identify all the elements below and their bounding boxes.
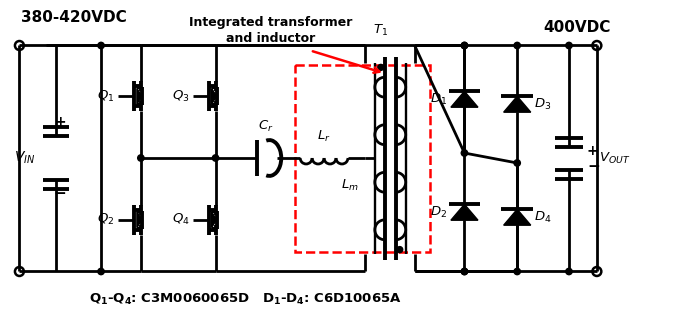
Circle shape xyxy=(461,42,468,49)
Text: $Q_2$: $Q_2$ xyxy=(97,212,115,227)
Circle shape xyxy=(213,155,219,161)
Circle shape xyxy=(461,42,468,49)
Circle shape xyxy=(138,155,144,161)
Text: −: − xyxy=(54,186,67,201)
Circle shape xyxy=(98,268,104,275)
Polygon shape xyxy=(504,96,531,112)
Circle shape xyxy=(461,268,468,275)
Circle shape xyxy=(378,64,384,70)
Polygon shape xyxy=(451,204,478,220)
Text: $Q_4$: $Q_4$ xyxy=(172,212,190,227)
Text: $V_{OUT}$: $V_{OUT}$ xyxy=(599,151,630,166)
Text: −: − xyxy=(587,159,599,174)
Text: 400VDC: 400VDC xyxy=(543,20,611,35)
Polygon shape xyxy=(504,209,531,225)
Text: Integrated transformer: Integrated transformer xyxy=(188,16,352,29)
Text: 380-420VDC: 380-420VDC xyxy=(22,10,127,25)
Text: $D_1$: $D_1$ xyxy=(430,92,447,107)
Polygon shape xyxy=(451,91,478,107)
Text: $C_r$: $C_r$ xyxy=(258,119,273,134)
Circle shape xyxy=(514,160,520,166)
Text: $L_m$: $L_m$ xyxy=(341,178,359,193)
Polygon shape xyxy=(211,212,217,228)
Text: $T_1$: $T_1$ xyxy=(373,22,388,38)
Circle shape xyxy=(566,268,572,275)
Polygon shape xyxy=(137,212,142,228)
Text: $D_2$: $D_2$ xyxy=(430,205,447,220)
Circle shape xyxy=(514,42,520,49)
Polygon shape xyxy=(137,88,142,104)
Circle shape xyxy=(566,42,572,49)
Circle shape xyxy=(461,150,468,156)
Text: $L_r$: $L_r$ xyxy=(317,129,331,144)
Text: +: + xyxy=(55,115,66,129)
Text: $\mathbf{Q_1}$-$\mathbf{Q_4}$: C3M0060065D   $\mathbf{D_1}$-$\mathbf{D_4}$: C6D1: $\mathbf{Q_1}$-$\mathbf{Q_4}$: C3M006006… xyxy=(89,292,402,307)
Text: $V_{IN}$: $V_{IN}$ xyxy=(14,150,35,166)
Text: +: + xyxy=(587,143,599,158)
Circle shape xyxy=(461,268,468,275)
Circle shape xyxy=(514,268,520,275)
Circle shape xyxy=(98,42,104,49)
Polygon shape xyxy=(211,88,217,104)
Text: $D_4$: $D_4$ xyxy=(535,210,552,225)
Text: $Q_1$: $Q_1$ xyxy=(97,89,115,104)
Circle shape xyxy=(397,246,403,252)
Text: and inductor: and inductor xyxy=(225,32,315,45)
Bar xyxy=(295,65,429,252)
Text: $Q_3$: $Q_3$ xyxy=(172,89,190,104)
Text: $D_3$: $D_3$ xyxy=(535,97,551,112)
